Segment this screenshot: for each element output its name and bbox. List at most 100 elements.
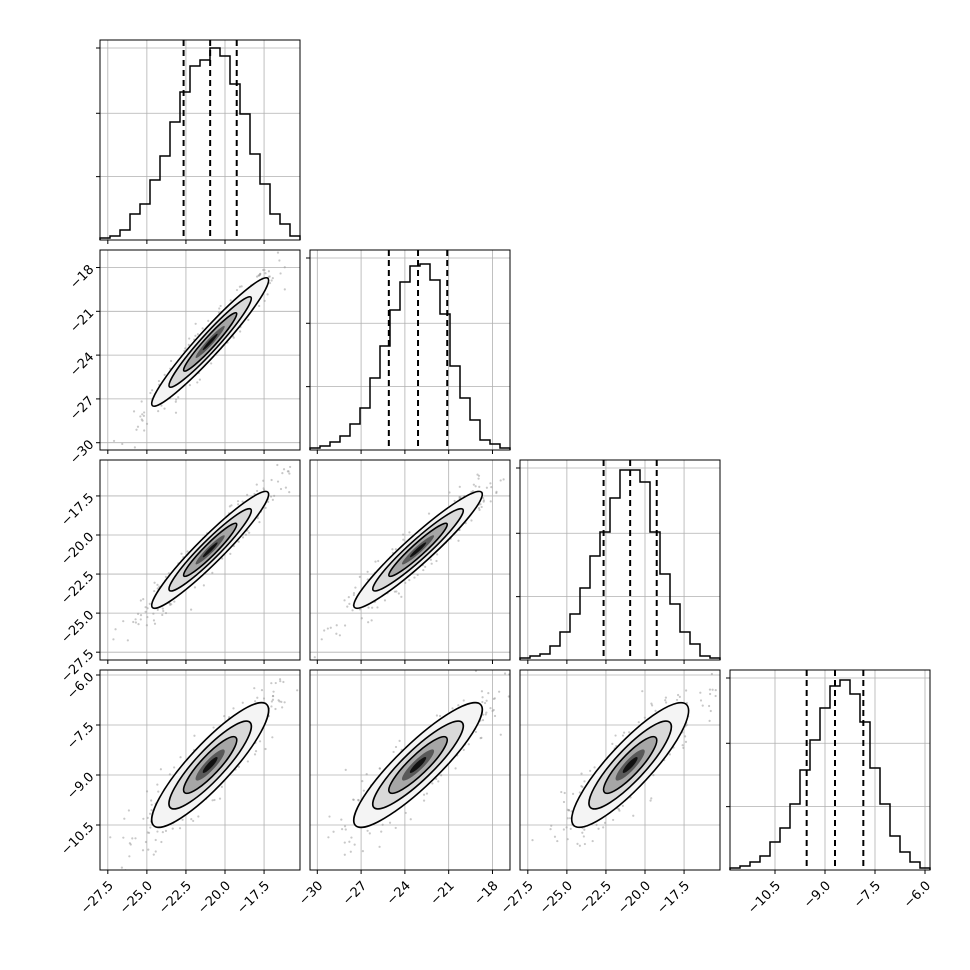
sample-point — [167, 572, 170, 575]
sample-point — [112, 439, 116, 443]
x-tick-label: −22.5 — [576, 878, 615, 917]
y-tick-label: −7.5 — [64, 720, 97, 753]
sample-point — [131, 837, 134, 840]
sample-point — [279, 680, 282, 683]
sample-point — [650, 702, 653, 705]
x-tick-label: −25.0 — [117, 878, 156, 917]
sample-point — [128, 842, 131, 845]
density-level — [409, 542, 427, 558]
sample-point — [139, 415, 142, 418]
sample-point — [457, 704, 460, 707]
sample-point — [632, 814, 635, 817]
sample-point — [343, 841, 346, 844]
sample-point — [402, 538, 405, 541]
sample-point — [343, 825, 347, 828]
y-tick-label: −24 — [67, 350, 97, 380]
sample-point — [232, 707, 235, 710]
sample-point — [366, 570, 369, 573]
sample-point — [150, 809, 153, 812]
sample-point — [714, 689, 717, 692]
sample-point — [157, 790, 160, 793]
sample-point — [267, 270, 270, 273]
sample-point — [168, 602, 171, 605]
sample-point — [394, 826, 397, 830]
density-level — [202, 542, 218, 558]
contour-line — [371, 720, 465, 810]
sample-point — [258, 304, 261, 308]
sample-point — [218, 307, 221, 310]
y-tick-label: −20.0 — [59, 530, 98, 569]
panel-content — [531, 672, 717, 847]
sample-point — [493, 714, 497, 718]
panel-content — [109, 678, 304, 870]
sample-point — [279, 487, 283, 491]
sample-point — [141, 413, 144, 416]
y-tick-label: −21 — [67, 306, 97, 336]
sample-point — [270, 478, 273, 482]
sample-point — [664, 696, 667, 699]
contour-line — [168, 720, 253, 810]
sample-point — [499, 733, 502, 736]
sample-point — [276, 480, 280, 483]
sample-point — [589, 769, 592, 772]
sample-point — [237, 503, 240, 506]
sample-point — [271, 736, 274, 739]
sample-point — [236, 500, 240, 503]
sample-point — [371, 606, 374, 609]
sample-point — [332, 830, 335, 833]
sample-point — [348, 602, 351, 605]
sample-point — [380, 830, 383, 833]
sample-point — [157, 379, 161, 383]
sample-point — [144, 610, 147, 613]
sample-point — [255, 483, 258, 486]
sample-point — [220, 785, 223, 788]
panel-content — [327, 670, 510, 856]
sample-point — [398, 739, 401, 742]
sample-point — [429, 558, 433, 561]
sample-point — [238, 285, 242, 288]
sample-point — [485, 486, 488, 489]
panel-content — [112, 463, 292, 642]
sample-point — [651, 704, 654, 707]
sample-point — [296, 689, 299, 692]
sample-point — [271, 277, 274, 280]
sample-point — [681, 744, 684, 747]
sample-point — [193, 586, 197, 589]
sample-point — [283, 701, 286, 704]
sample-point — [357, 798, 360, 802]
sample-point — [361, 850, 365, 853]
sample-point — [112, 638, 115, 641]
sample-point — [699, 699, 703, 702]
contour-line — [182, 735, 238, 795]
sample-point — [366, 578, 369, 581]
sample-point — [476, 473, 479, 476]
sample-point — [302, 694, 304, 696]
sample-point — [139, 614, 143, 617]
contour-line — [168, 507, 253, 592]
sample-point — [256, 696, 259, 699]
sample-point — [664, 699, 667, 702]
sample-point — [709, 692, 712, 696]
density-level — [202, 333, 218, 351]
sample-point — [378, 845, 381, 848]
sample-point — [140, 400, 143, 403]
sample-point — [170, 359, 173, 363]
sample-point — [400, 595, 403, 598]
sample-point — [173, 600, 176, 603]
sample-point — [270, 279, 273, 282]
contour-line — [602, 735, 658, 795]
x-tick-label: −17.5 — [654, 878, 693, 917]
sample-point — [685, 723, 688, 727]
sample-point — [583, 780, 586, 783]
sample-point — [278, 700, 281, 703]
sample-point — [479, 503, 482, 506]
sample-point — [152, 619, 156, 622]
sample-point — [708, 688, 712, 691]
x-tick-label: −27 — [340, 878, 370, 908]
sample-point — [591, 839, 594, 843]
sample-point — [489, 482, 492, 485]
x-tick-label: −22.5 — [156, 878, 195, 917]
sample-point — [435, 714, 439, 717]
sample-point — [643, 716, 646, 719]
sample-point — [353, 843, 356, 846]
